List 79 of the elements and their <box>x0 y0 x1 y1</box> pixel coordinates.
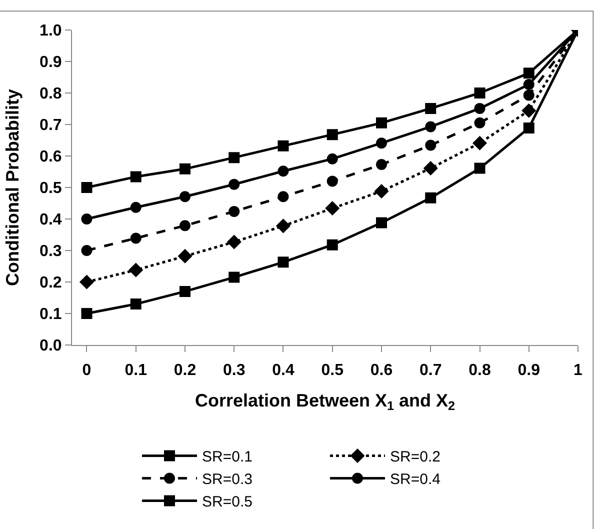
point <box>228 206 240 217</box>
point <box>278 256 289 268</box>
x-tick-label: 0.8 <box>468 362 491 380</box>
point <box>425 121 436 132</box>
y-tick-label: 0.8 <box>40 86 62 103</box>
point <box>523 79 534 90</box>
x-tick-label: 0.6 <box>370 362 393 380</box>
point <box>227 235 241 249</box>
point <box>179 220 190 232</box>
point <box>129 263 143 277</box>
point <box>179 286 190 297</box>
point <box>228 178 240 190</box>
y-tick-label: 0.2 <box>40 274 62 292</box>
y-axis-title: Conditional Probability <box>2 89 23 286</box>
y-tick-label: 0.7 <box>40 117 62 134</box>
point <box>326 153 338 164</box>
x-axis-title: Correlation Between X$_{1}$ and X$_{2}$ <box>194 390 456 414</box>
x-tick-label: 0.1 <box>124 362 148 380</box>
point <box>326 201 340 216</box>
point <box>81 245 92 256</box>
legend-label: SR=0.2 <box>390 448 440 466</box>
point <box>425 192 436 204</box>
x-tick-label: 0.9 <box>518 362 540 380</box>
point <box>179 191 190 202</box>
point <box>326 239 338 250</box>
point <box>80 275 94 289</box>
point <box>523 90 534 101</box>
point <box>424 161 438 176</box>
point <box>81 308 92 319</box>
point <box>472 136 487 150</box>
y-tick-label: 0.4 <box>40 212 62 229</box>
x-tick-label: 1 <box>574 362 583 380</box>
point <box>278 191 289 202</box>
legend-label: SR=0.4 <box>390 471 440 488</box>
point <box>376 217 387 228</box>
point <box>278 166 289 177</box>
point <box>81 182 92 193</box>
y-tick-label: 0.1 <box>40 306 62 324</box>
point <box>81 214 92 224</box>
x-tick-label: 0.4 <box>272 362 294 380</box>
legend-label: SR=0.3 <box>202 471 252 488</box>
point <box>130 171 142 182</box>
point <box>178 249 192 264</box>
point <box>523 122 534 134</box>
point <box>474 102 486 114</box>
point <box>522 104 536 118</box>
point <box>376 159 387 170</box>
point <box>278 140 289 152</box>
x-tick-label: 0.3 <box>222 362 246 380</box>
y-tick-label: 0.0 <box>40 338 62 355</box>
y-tick-label: 0.6 <box>40 148 62 166</box>
point <box>326 129 338 140</box>
x-tick-label: 0 <box>82 362 92 380</box>
point <box>276 219 290 233</box>
x-tick-label: 0.5 <box>321 362 344 380</box>
point <box>374 184 388 198</box>
x-tick-label: 0.7 <box>419 362 442 380</box>
legend-label: SR=0.1 <box>202 448 252 466</box>
y-tick-label: 0.3 <box>40 243 62 260</box>
y-tick-label: 0.5 <box>40 180 62 198</box>
point <box>425 102 436 114</box>
y-tick-label: 1.0 <box>40 22 62 40</box>
y-tick-label: 0.9 <box>40 54 62 72</box>
legend-label: SR=0.5 <box>202 494 252 511</box>
point <box>474 88 486 98</box>
point <box>130 232 142 244</box>
point <box>376 117 387 128</box>
point <box>326 176 338 187</box>
point <box>179 163 190 174</box>
x-tick-label: 0.2 <box>174 362 196 380</box>
point <box>130 298 142 310</box>
point <box>474 162 486 174</box>
point <box>523 68 534 79</box>
point <box>130 202 142 213</box>
point <box>228 152 240 164</box>
point <box>474 117 486 128</box>
point <box>425 140 436 151</box>
point <box>376 138 387 149</box>
point <box>228 272 240 283</box>
